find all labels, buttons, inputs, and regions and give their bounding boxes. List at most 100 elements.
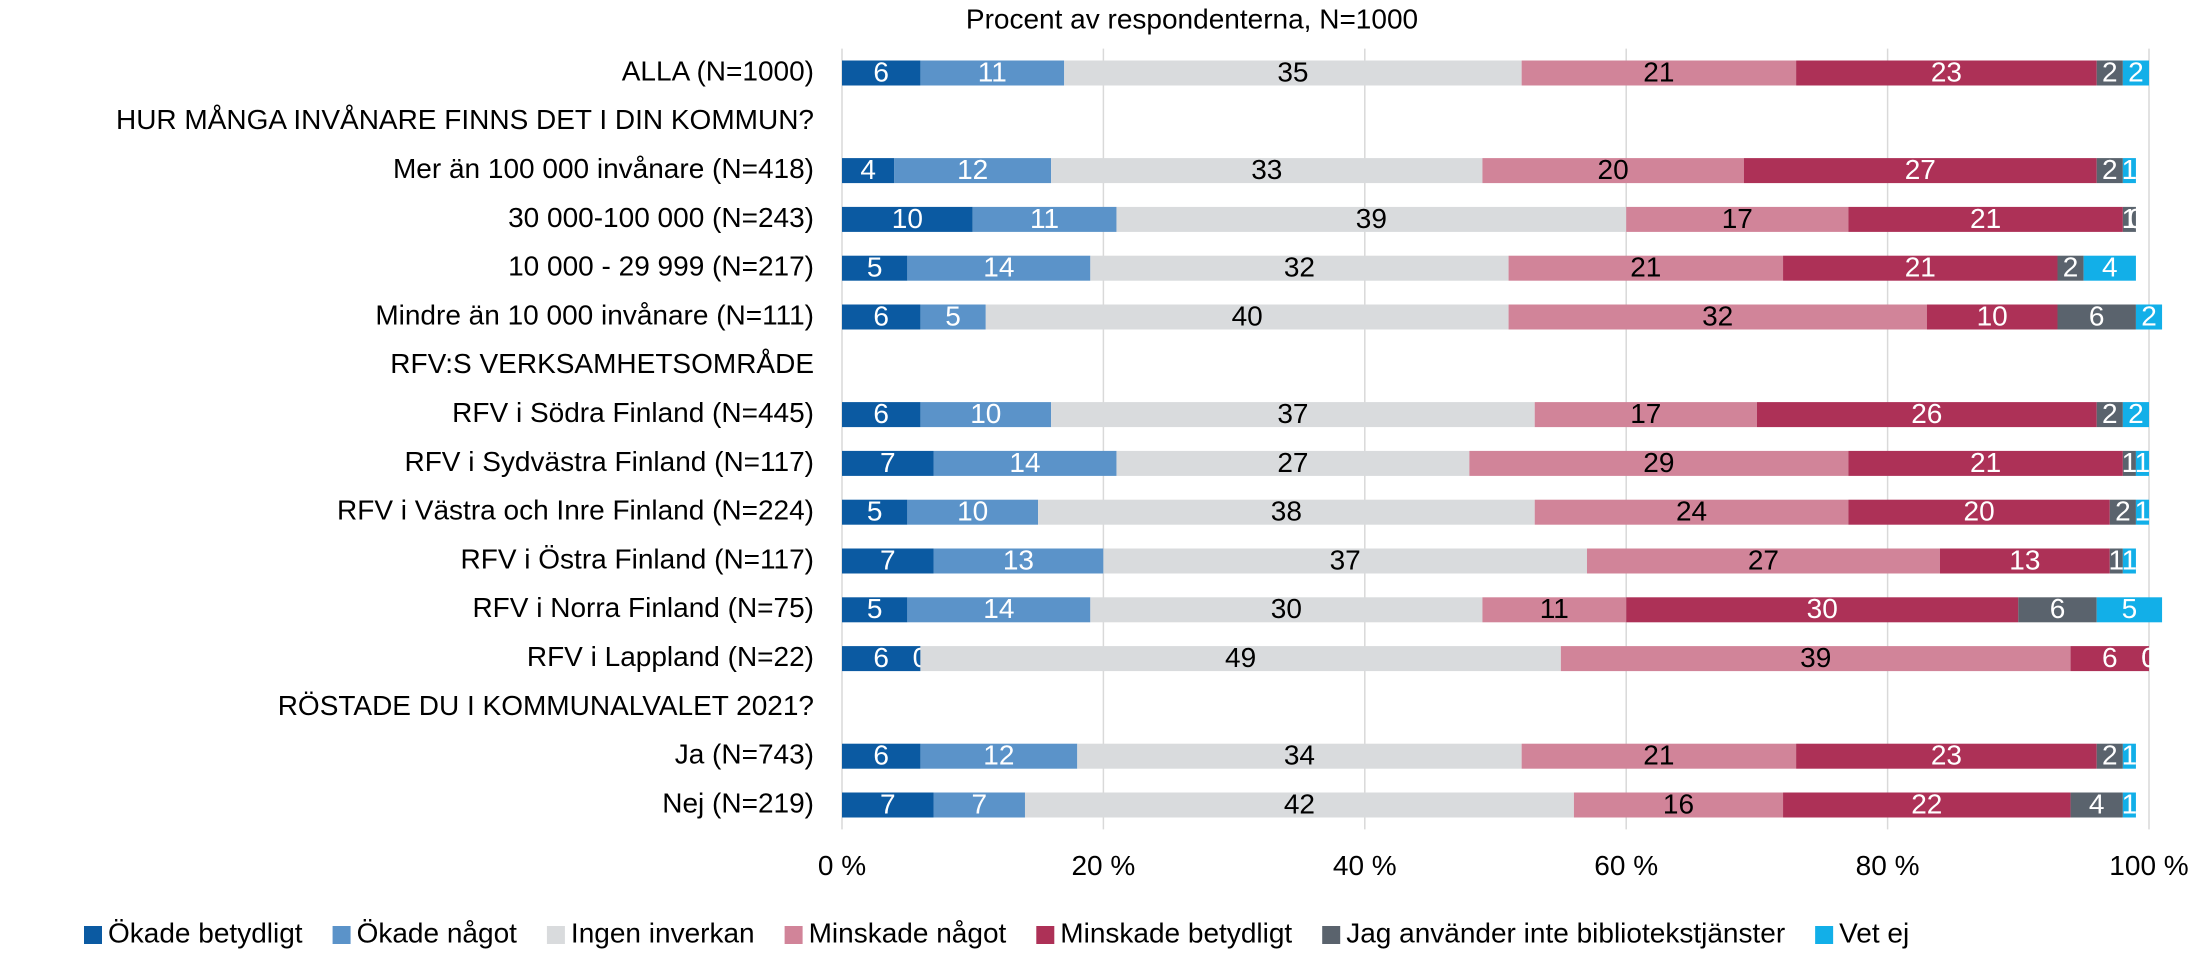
bar-segment [1626, 597, 2019, 623]
data-label: 23 [1931, 740, 1962, 771]
y-tick-label: ALLA (N=1000) [622, 55, 814, 86]
chart-title: Procent av respondenterna, N=1000 [966, 3, 1418, 34]
data-label: 35 [1277, 56, 1308, 87]
data-label: 32 [1702, 300, 1733, 331]
bar-segment [2083, 255, 2136, 281]
x-tick-label: 60 % [1594, 850, 1658, 881]
data-label: 2 [2102, 740, 2118, 771]
bar-segment [2122, 402, 2149, 428]
bar-segment [1090, 255, 1509, 281]
data-label: 7 [880, 544, 896, 575]
data-label: 23 [1931, 56, 1962, 87]
bar-segment [985, 304, 1509, 330]
data-label: 1 [2122, 788, 2138, 819]
bar-segment [933, 450, 1117, 476]
bar-segment [842, 206, 973, 232]
bar-segment [907, 255, 1091, 281]
data-label: 27 [1905, 154, 1936, 185]
bar-segment [1103, 548, 1587, 574]
data-label: 24 [1676, 496, 1707, 527]
bar-segment [1521, 743, 1797, 769]
data-label: 13 [2009, 544, 2040, 575]
data-label: 2 [2115, 496, 2131, 527]
bar-segment [933, 792, 1025, 818]
data-label: 11 [978, 56, 1007, 87]
data-label: 39 [1356, 203, 1387, 234]
bar-segment [2096, 402, 2123, 428]
data-label: 21 [1970, 203, 2001, 234]
bar-segment [2135, 450, 2149, 476]
bar-segment [907, 597, 1091, 623]
bar-segment [920, 743, 1078, 769]
bar-segment [842, 597, 908, 623]
legend-swatch [1815, 926, 1834, 944]
data-label: 21 [1643, 56, 1674, 87]
data-label: 2 [2141, 300, 2157, 331]
data-label: 34 [1284, 740, 1315, 771]
bar-segment [2070, 792, 2123, 818]
data-label: 17 [1722, 203, 1753, 234]
data-label: 20 [1598, 154, 1629, 185]
data-label: 39 [1800, 642, 1831, 673]
bar-segment [1796, 743, 2097, 769]
bar-segment [842, 450, 934, 476]
bar-segment [2135, 304, 2163, 330]
data-label: 4 [2102, 252, 2118, 283]
y-tick-label: RFV i Sydvästra Finland (N=117) [404, 446, 814, 477]
data-label: 5 [867, 252, 883, 283]
bar-segment [2122, 450, 2136, 476]
data-label: 1 [2122, 740, 2138, 771]
data-label: 11 [1030, 203, 1059, 234]
bar-segment [1743, 158, 2097, 184]
bar-segment [907, 499, 1039, 525]
y-tick-label: Mindre än 10 000 invånare (N=111) [375, 299, 814, 330]
bar-segment [1783, 792, 2071, 818]
bar-segment [2070, 646, 2149, 672]
bar-segment [2122, 206, 2136, 232]
legend-swatch [332, 926, 351, 944]
bar-segment [1090, 597, 1483, 623]
bar-segment [2135, 499, 2149, 525]
bar-segment [1626, 206, 1849, 232]
data-label: 6 [873, 740, 889, 771]
data-label: 2 [2128, 56, 2144, 87]
data-label: 10 [1977, 300, 2008, 331]
data-label: 26 [1911, 398, 1942, 429]
legend-label: Vet ej [1839, 917, 1909, 948]
data-label: 30 [1271, 593, 1302, 624]
data-label: 38 [1271, 496, 1302, 527]
y-tick-label: HUR MÅNGA INVÅNARE FINNS DET I DIN KOMMU… [116, 104, 814, 135]
bar-segment [1560, 646, 2071, 672]
data-label: 30 [1807, 593, 1838, 624]
legend-swatch [84, 926, 102, 944]
data-label: 22 [1911, 788, 1942, 819]
bar-segment [920, 60, 1065, 86]
bar-segment [2122, 158, 2136, 184]
legend-label: Minskade betydligt [1060, 917, 1292, 948]
bar-segment [1756, 402, 2097, 428]
bar-segment [1116, 206, 1627, 232]
data-label: 14 [983, 252, 1014, 283]
bar-segment [1482, 158, 1744, 184]
data-label: 6 [873, 56, 889, 87]
bar-segment [842, 499, 908, 525]
legend-label: Ingen inverkan [571, 917, 755, 948]
bar-segment [842, 158, 895, 184]
data-label: 21 [1643, 740, 1674, 771]
legend-swatch [1322, 926, 1341, 944]
bar-segment [1051, 402, 1535, 428]
bar-segment [1508, 255, 1784, 281]
bar-segment [1573, 792, 1784, 818]
data-label: 40 [1232, 300, 1263, 331]
bar-segment [1482, 597, 1627, 623]
bar-segment [842, 646, 921, 672]
bar-segment [1848, 499, 2110, 525]
bar-segment [1939, 548, 2110, 574]
data-label: 2 [2102, 56, 2118, 87]
y-tick-label: RFV i Norra Finland (N=75) [472, 592, 814, 623]
y-tick-label: RFV:S VERKSAMHETSOMRÅDE [390, 348, 814, 379]
y-tick-label: RFV i Östra Finland (N=117) [461, 543, 815, 574]
data-label: 5 [867, 496, 883, 527]
data-label: 37 [1277, 398, 1308, 429]
data-label: 1 [2135, 496, 2151, 527]
